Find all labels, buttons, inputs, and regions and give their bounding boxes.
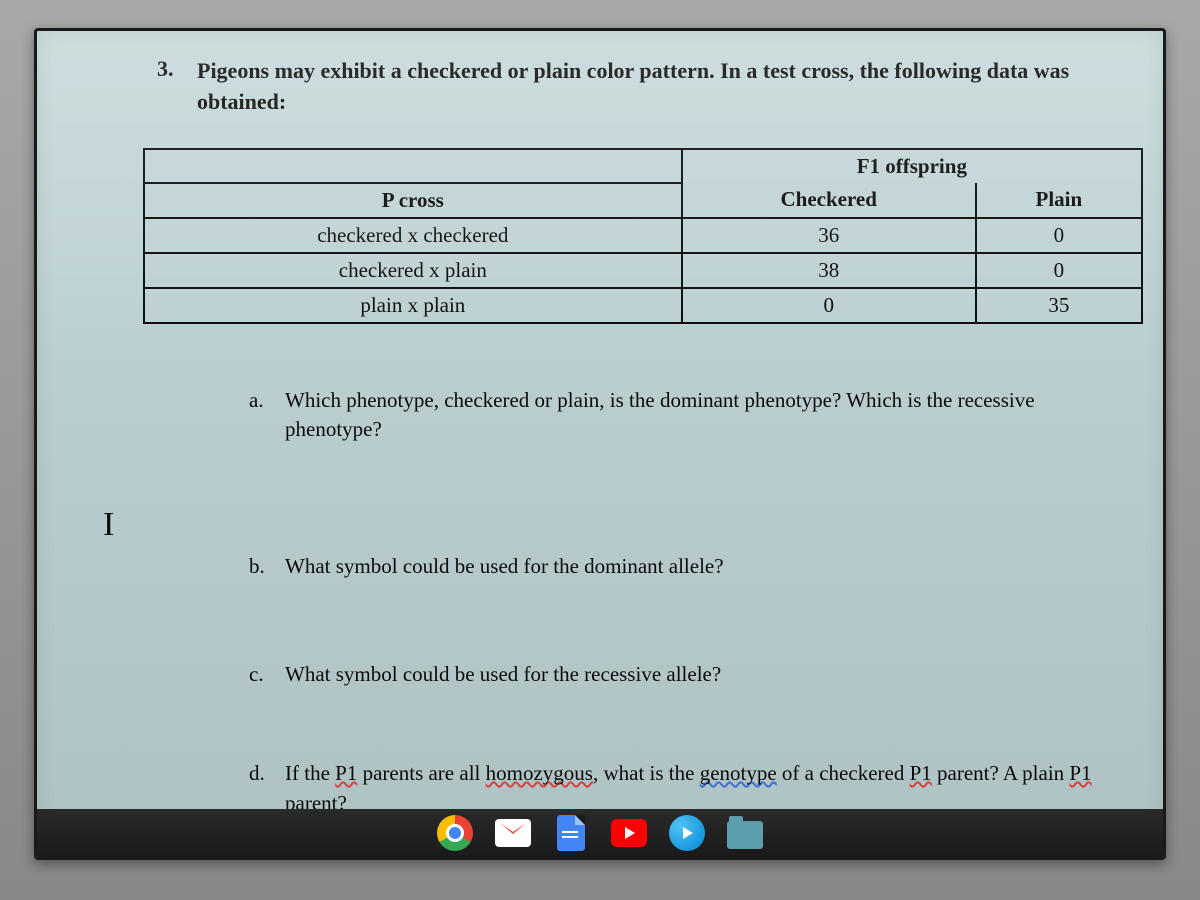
folder-icon — [727, 821, 763, 849]
sub-letter: b. — [249, 552, 279, 581]
table-header-row-2: P cross Checkered Plain — [144, 183, 1142, 218]
docs-icon[interactable] — [553, 815, 589, 851]
spellcheck-word: P1 — [335, 761, 357, 785]
chrome-icon[interactable] — [437, 815, 473, 851]
files-icon[interactable] — [727, 815, 763, 851]
chrome-inner-icon — [446, 824, 464, 842]
question-text: Pigeons may exhibit a checkered or plain… — [197, 56, 1133, 118]
cell: 0 — [682, 288, 976, 323]
sub-text: Which phenotype, checkered or plain, is … — [285, 386, 1123, 445]
sub-letter: a. — [249, 386, 279, 445]
document-content: 3. Pigeons may exhibit a checkered or pl… — [37, 31, 1163, 818]
cell: plain x plain — [144, 288, 682, 323]
data-table: F1 offspring P cross Checkered Plain che… — [143, 148, 1143, 324]
spellcheck-word: P1 — [910, 761, 932, 785]
sub-question-c: c. What symbol could be used for the rec… — [249, 660, 1123, 689]
sub-text: What symbol could be used for the domina… — [285, 552, 724, 581]
table-row: checkered x checkered 36 0 — [144, 218, 1142, 253]
monitor-frame: 3. Pigeons may exhibit a checkered or pl… — [34, 28, 1166, 860]
sub-questions: a. Which phenotype, checkered or plain, … — [37, 386, 1163, 818]
cell: checkered x plain — [144, 253, 682, 288]
cell: checkered x checkered — [144, 218, 682, 253]
cell: 36 — [682, 218, 976, 253]
play-triangle-icon — [683, 827, 693, 839]
gmail-envelope-icon — [495, 819, 531, 847]
table-row: plain x plain 0 35 — [144, 288, 1142, 323]
gmail-icon[interactable] — [495, 815, 531, 851]
table-row: checkered x plain 38 0 — [144, 253, 1142, 288]
question-header: 3. Pigeons may exhibit a checkered or pl… — [37, 56, 1163, 118]
sub-text: What symbol could be used for the recess… — [285, 660, 721, 689]
cell: 38 — [682, 253, 976, 288]
play-icon[interactable] — [669, 815, 705, 851]
cell: 35 — [976, 288, 1142, 323]
taskbar[interactable] — [37, 809, 1163, 857]
merged-header: F1 offspring — [682, 149, 1142, 183]
youtube-icon[interactable] — [611, 815, 647, 851]
cell: 0 — [976, 218, 1142, 253]
text-cursor: I — [103, 506, 114, 544]
youtube-box-icon — [611, 819, 647, 847]
empty-header-cell — [144, 149, 682, 183]
col-header-pcross: P cross — [144, 183, 682, 218]
docs-file-icon — [557, 815, 585, 851]
sub-question-a: a. Which phenotype, checkered or plain, … — [249, 386, 1123, 445]
sub-question-b: b. What symbol could be used for the dom… — [249, 552, 1123, 581]
cell: 0 — [976, 253, 1142, 288]
table-header-row-1: F1 offspring — [144, 149, 1142, 183]
spellcheck-word: homozygous — [486, 761, 593, 785]
question-number: 3. — [157, 56, 183, 118]
grammar-word: genotype — [700, 761, 777, 785]
spellcheck-word: P1 — [1069, 761, 1091, 785]
col-header-plain: Plain — [976, 183, 1142, 218]
table-wrap: F1 offspring P cross Checkered Plain che… — [37, 148, 1163, 324]
col-header-checkered: Checkered — [682, 183, 976, 218]
sub-letter: c. — [249, 660, 279, 689]
